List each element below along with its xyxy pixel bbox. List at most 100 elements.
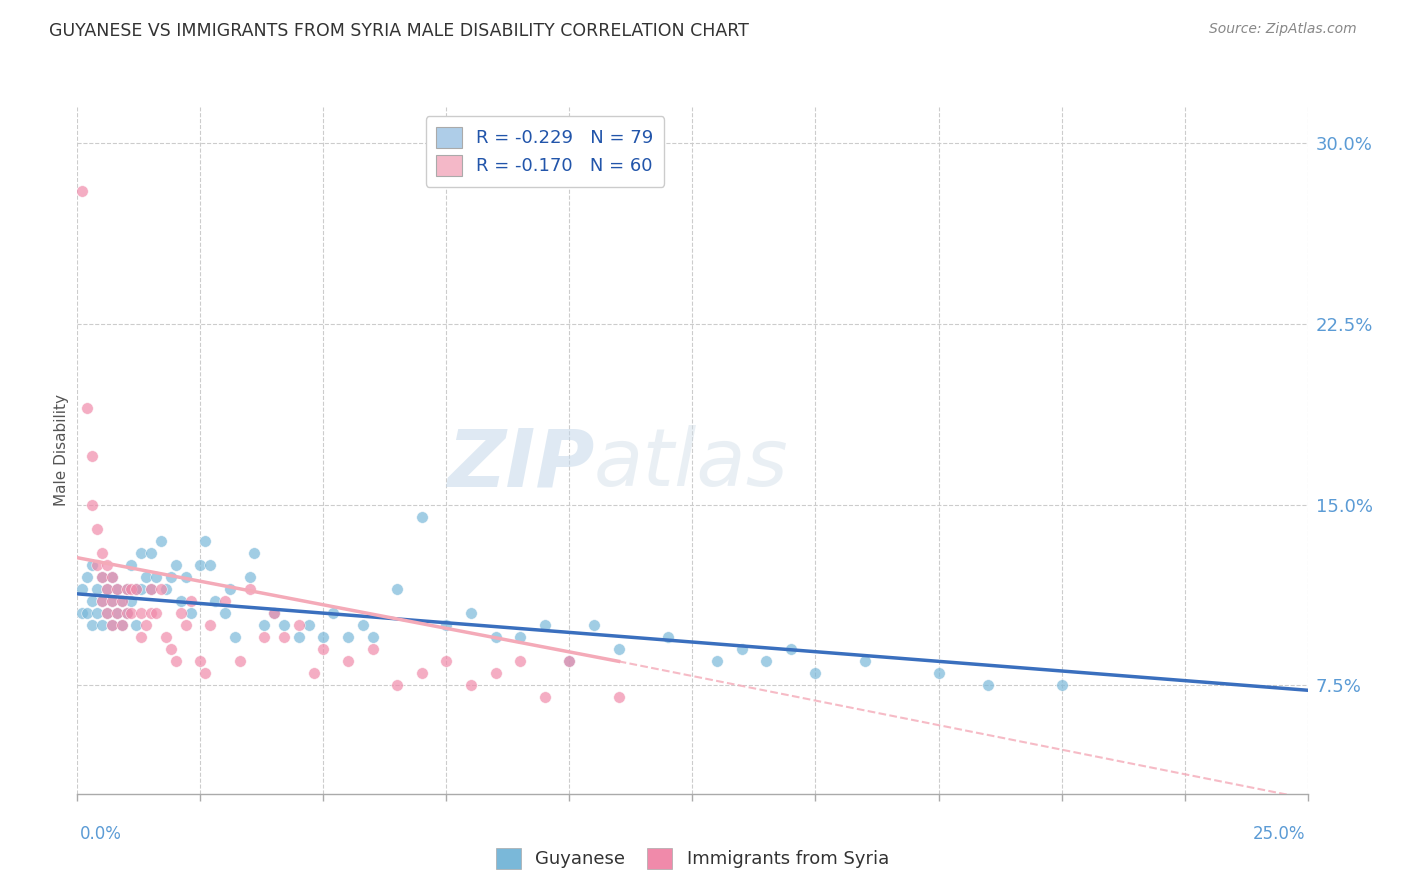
- Point: [780, 642, 803, 657]
- Point: [219, 582, 242, 596]
- Point: [90, 570, 114, 584]
- Text: atlas: atlas: [595, 425, 789, 503]
- Point: [105, 582, 128, 596]
- Point: [509, 630, 531, 644]
- Point: [485, 666, 508, 681]
- Point: [82, 558, 104, 572]
- Point: [302, 666, 325, 681]
- Point: [101, 618, 124, 632]
- Point: [460, 678, 482, 692]
- Point: [174, 618, 197, 632]
- Point: [188, 558, 212, 572]
- Point: [111, 618, 132, 632]
- Point: [534, 690, 557, 705]
- Point: [101, 594, 124, 608]
- Point: [228, 654, 252, 668]
- Point: [485, 630, 508, 644]
- Point: [111, 618, 132, 632]
- Point: [70, 606, 93, 620]
- Point: [288, 630, 311, 644]
- Point: [82, 594, 104, 608]
- Point: [86, 522, 108, 536]
- Point: [180, 606, 202, 620]
- Point: [607, 642, 630, 657]
- Text: GUYANESE VS IMMIGRANTS FROM SYRIA MALE DISABILITY CORRELATION CHART: GUYANESE VS IMMIGRANTS FROM SYRIA MALE D…: [49, 22, 749, 40]
- Point: [239, 582, 262, 596]
- Point: [558, 654, 581, 668]
- Point: [121, 582, 143, 596]
- Point: [288, 618, 311, 632]
- Point: [96, 606, 118, 620]
- Point: [86, 582, 108, 596]
- Point: [76, 401, 98, 416]
- Point: [129, 630, 153, 644]
- Point: [534, 618, 557, 632]
- Point: [101, 594, 124, 608]
- Point: [125, 582, 148, 596]
- Point: [96, 582, 118, 596]
- Point: [129, 582, 153, 596]
- Point: [115, 582, 138, 596]
- Point: [76, 570, 98, 584]
- Point: [509, 654, 531, 668]
- Point: [460, 606, 482, 620]
- Point: [194, 533, 217, 548]
- Point: [436, 618, 458, 632]
- Point: [129, 546, 153, 560]
- Point: [96, 606, 118, 620]
- Point: [96, 582, 118, 596]
- Point: [141, 582, 163, 596]
- Point: [385, 582, 409, 596]
- Point: [273, 630, 295, 644]
- Point: [411, 509, 433, 524]
- Point: [253, 630, 276, 644]
- Point: [111, 594, 132, 608]
- Point: [70, 185, 93, 199]
- Point: [141, 606, 163, 620]
- Point: [170, 594, 193, 608]
- Text: Source: ZipAtlas.com: Source: ZipAtlas.com: [1209, 22, 1357, 37]
- Point: [657, 630, 679, 644]
- Point: [180, 594, 202, 608]
- Point: [105, 606, 128, 620]
- Point: [337, 630, 360, 644]
- Point: [243, 546, 266, 560]
- Point: [224, 630, 246, 644]
- Point: [115, 582, 138, 596]
- Point: [214, 594, 236, 608]
- Point: [200, 558, 222, 572]
- Point: [1050, 678, 1073, 692]
- Point: [135, 618, 157, 632]
- Point: [174, 570, 197, 584]
- Point: [352, 618, 374, 632]
- Point: [853, 654, 876, 668]
- Point: [204, 594, 226, 608]
- Point: [125, 618, 148, 632]
- Point: [337, 654, 360, 668]
- Point: [101, 570, 124, 584]
- Point: [105, 582, 128, 596]
- Point: [170, 606, 193, 620]
- Point: [165, 654, 187, 668]
- Point: [101, 618, 124, 632]
- Point: [111, 594, 132, 608]
- Point: [977, 678, 1000, 692]
- Point: [90, 618, 114, 632]
- Point: [706, 654, 728, 668]
- Text: 25.0%: 25.0%: [1253, 825, 1305, 843]
- Point: [273, 618, 295, 632]
- Point: [82, 450, 104, 464]
- Point: [82, 618, 104, 632]
- Point: [121, 606, 143, 620]
- Point: [160, 570, 183, 584]
- Point: [90, 546, 114, 560]
- Point: [70, 582, 93, 596]
- Point: [263, 606, 285, 620]
- Legend: Guyanese, Immigrants from Syria: Guyanese, Immigrants from Syria: [486, 838, 898, 878]
- Point: [121, 594, 143, 608]
- Point: [86, 606, 108, 620]
- Point: [76, 606, 98, 620]
- Point: [253, 618, 276, 632]
- Point: [731, 642, 754, 657]
- Point: [322, 606, 344, 620]
